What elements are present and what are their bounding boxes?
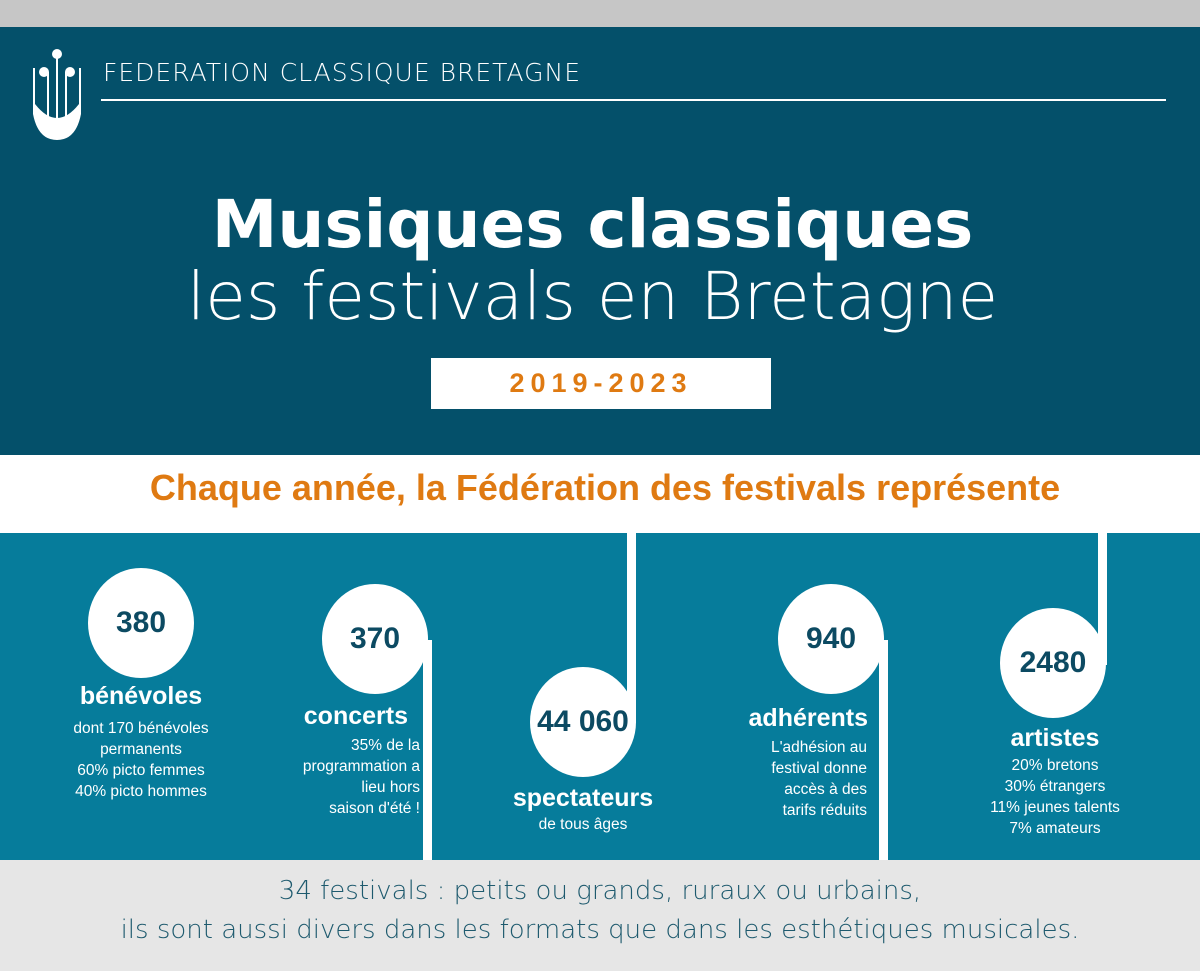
stat-label-adherents: adhérents [748,704,868,732]
stat-circle-concerts: 370 [322,584,428,694]
stat-label-benevoles: bénévoles [79,682,203,710]
federation-logo-icon [33,49,81,140]
subtitle-band [0,455,1200,533]
note-stem [879,640,888,860]
stat-desc-artistes: 20% bretons 30% étrangers 11% jeunes tal… [950,755,1160,839]
stat-circle-spectateurs: 44 060 [530,667,636,777]
desc-line: 35% de la [351,737,420,754]
note-stem [627,533,636,723]
footer-line-1: 34 festivals : petits ou grands, ruraux … [278,876,922,906]
desc-line: accès à des [784,781,867,798]
stat-circle-benevoles: 380 [88,568,194,678]
desc-line: de tous âges [538,816,628,833]
desc-line: tarifs réduits [782,802,867,819]
note-stem [1098,533,1107,665]
desc-line: 40% picto hommes [75,783,207,800]
stat-label-concerts: concerts [303,702,408,730]
stat-label-spectateurs: spectateurs [512,784,654,812]
year-range-badge: 2019-2023 [431,358,771,409]
stat-desc-benevoles: dont 170 bénévoles permanents 60% picto … [40,718,242,802]
desc-line: 30% étrangers [1004,778,1106,795]
page-title: Musiques classiques [211,186,974,263]
top-strip [0,0,1200,27]
stat-desc-adherents: L'adhésion au festival donne accès à des… [690,737,867,821]
desc-line: lieu hors [361,779,420,796]
desc-line: dont 170 bénévoles [73,720,209,737]
desc-line: L'adhésion au [770,739,867,756]
footer-line-2: ils sont aussi divers dans les formats q… [120,915,1080,945]
note-stem [423,640,432,860]
desc-line: 20% bretons [1011,757,1099,774]
desc-line: programmation a [302,758,420,775]
stat-circle-artistes: 2480 [1000,608,1106,718]
footer [0,860,1200,971]
desc-line: 7% amateurs [1009,820,1101,837]
desc-line: saison d'été ! [329,800,420,817]
desc-line: festival donne [771,760,867,777]
stat-desc-concerts: 35% de la programmation a lieu hors sais… [220,735,420,819]
page-subtitle: les festivals en Bretagne [186,258,999,335]
stat-label-artistes: artistes [1010,724,1100,752]
desc-line: 60% picto femmes [77,762,205,779]
organization-name: FEDERATION CLASSIQUE BRETAGNE [103,58,581,87]
desc-line: permanents [100,741,182,758]
section-heading: Chaque année, la Fédération des festival… [149,467,1061,508]
stat-desc-spectateurs: de tous âges [470,814,696,835]
header-divider [101,99,1166,101]
stat-circle-adherents: 940 [778,584,884,694]
desc-line: 11% jeunes talents [990,799,1120,816]
